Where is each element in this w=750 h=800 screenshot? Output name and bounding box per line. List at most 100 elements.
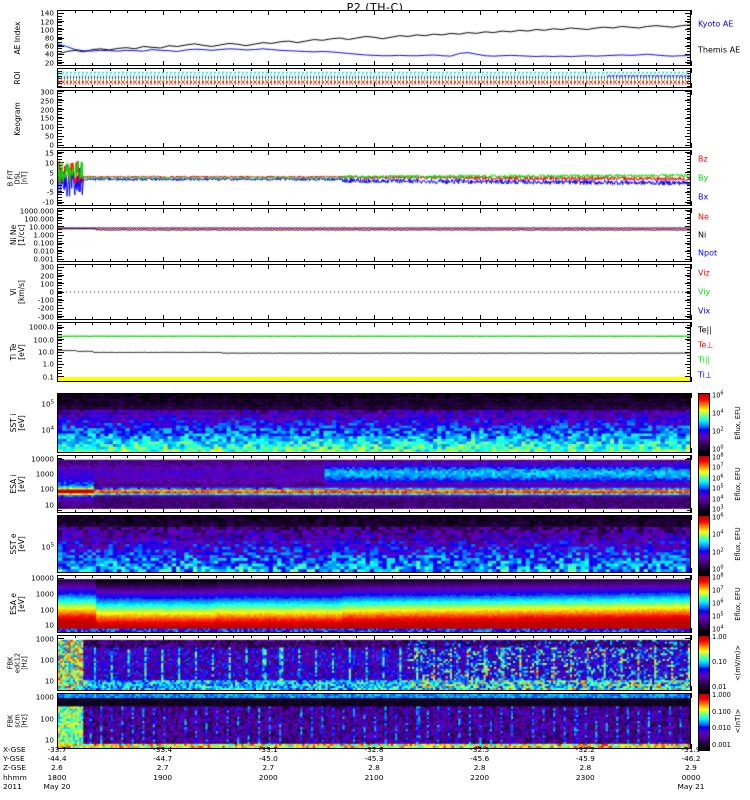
minor-tickmark — [58, 93, 62, 95]
x-tickmark — [180, 145, 182, 148]
x-tickmark — [145, 90, 147, 93]
x-tickmark — [532, 145, 534, 148]
ytick-dens: 0.010 — [33, 246, 54, 256]
minor-tickmark — [58, 126, 62, 128]
axis-value-x-gse: -33.4 — [153, 745, 173, 754]
colorbar-cb-fbkedc — [698, 635, 710, 693]
minor-tickmark — [687, 99, 691, 101]
x-tickmark — [691, 515, 692, 520]
ytick-temp: 0.1 — [42, 372, 54, 382]
ytick-vel: -200 — [37, 303, 54, 313]
x-tickmark — [691, 575, 692, 580]
x-tickmark — [57, 61, 58, 66]
axis-value-y-gse: -44.7 — [153, 754, 173, 764]
x-tickmark — [74, 145, 76, 148]
tickmark — [685, 109, 691, 111]
axis-value-x-gse: -31.9 — [681, 745, 701, 754]
axis-value-z-gse: 2.8 — [579, 763, 592, 773]
axis-value-x-gse: -32.8 — [364, 745, 384, 754]
plot-canvas-sste — [58, 516, 690, 572]
colorbar-tick: 0.100 — [712, 707, 731, 716]
tickmark — [685, 100, 691, 102]
x-tickmark — [145, 145, 147, 148]
ytick-bfit: 10 — [44, 158, 54, 168]
minor-tickmark — [687, 117, 691, 119]
axis-value-x-gse: -32.5 — [470, 745, 490, 754]
legend-label: Vix — [698, 306, 711, 316]
ytick-fbkscm: 10 — [44, 735, 54, 745]
legend-label: Ne — [698, 212, 709, 222]
ytick-dens: 1.000 — [33, 230, 54, 240]
x-tickmark — [691, 455, 692, 460]
colorbar-label: <(mV/m)> — [734, 645, 742, 681]
colorbar-tick: 0.010 — [712, 724, 731, 733]
colorbar-label: Eflux, EFU — [734, 406, 742, 440]
colorbar-cb-fbkscm — [698, 693, 710, 751]
minor-tickmark — [58, 144, 62, 146]
legend-label: Te|| — [698, 325, 712, 334]
x-tickmark — [673, 145, 675, 148]
x-tickmark — [479, 90, 481, 95]
x-tickmark — [585, 143, 587, 148]
colorbar-tick: 0.10 — [712, 658, 727, 666]
minor-tickmark — [687, 105, 691, 107]
colorbar-tick: 106 — [712, 390, 724, 400]
minor-tickmark — [58, 99, 62, 101]
ytick-dens: 1000.000 — [19, 206, 54, 216]
ytick-ae: 140 — [40, 8, 54, 18]
x-tickmark — [57, 377, 58, 382]
axis-value-z-gse: 2.9 — [685, 763, 697, 773]
x-tickmark — [57, 575, 58, 580]
plot-canvas-roi — [58, 69, 690, 87]
axis-value-y-gse: -44.4 — [47, 754, 67, 764]
axis-row-label: Z-GSE — [3, 763, 26, 773]
colorbar-tick: 107 — [712, 585, 724, 595]
legend-label: Bx — [698, 192, 709, 202]
ytick-dens: 10.000 — [28, 222, 54, 232]
x-tickmark — [550, 145, 552, 148]
x-tickmark — [691, 377, 692, 382]
colorbar-label: Eflux, EFU — [734, 527, 742, 561]
ytick-esae: 100 — [40, 605, 54, 615]
ytick-keogram: 250 — [40, 96, 54, 106]
legend-label: Ni — [698, 230, 707, 240]
x-tickmark — [268, 143, 270, 148]
axis-row-label: hhmm — [3, 772, 27, 782]
panel-keogram — [57, 90, 691, 148]
legend-label: Kyoto AE — [698, 19, 734, 29]
x-tickmark — [691, 83, 692, 88]
axis-value-date: May 20 — [43, 781, 71, 791]
ytick-bfit: -10 — [42, 197, 54, 207]
ytick-keogram: 200 — [40, 105, 54, 115]
x-tickmark — [162, 143, 164, 148]
ytick-esae: 1000 — [35, 589, 54, 599]
colorbar-tick: 106 — [712, 512, 724, 522]
colorbar-label: Eflux, EFU — [734, 467, 742, 501]
x-tickmark — [57, 448, 58, 453]
ytick-dens: 0.001 — [33, 254, 54, 264]
minor-tickmark — [687, 120, 691, 122]
ytick-ae: 40 — [44, 49, 54, 59]
colorbar-tick: 104 — [712, 408, 724, 418]
axis-value-hhmm: 0000 — [681, 772, 701, 782]
axis-value-y-gse: -45.9 — [575, 754, 595, 764]
colorbar-tick: 105 — [712, 483, 724, 493]
x-tickmark — [250, 145, 252, 148]
x-tickmark — [127, 90, 129, 93]
colorbar-cb-esae — [698, 575, 710, 635]
minor-tickmark — [58, 141, 62, 143]
tickmark — [58, 109, 64, 111]
x-tickmark — [57, 393, 58, 398]
x-tickmark — [109, 145, 111, 148]
x-tickmark — [356, 90, 358, 93]
ytick-bfit: -5 — [46, 187, 54, 197]
legend-label: Viy — [698, 287, 711, 297]
plot-canvas-ssti — [58, 394, 690, 452]
x-tickmark — [57, 744, 58, 749]
minor-tickmark — [58, 120, 62, 122]
x-tickmark — [303, 145, 305, 148]
x-tickmark — [57, 635, 58, 640]
minor-tickmark — [58, 123, 62, 125]
x-tickmark — [92, 145, 94, 148]
x-tickmark — [321, 145, 323, 148]
